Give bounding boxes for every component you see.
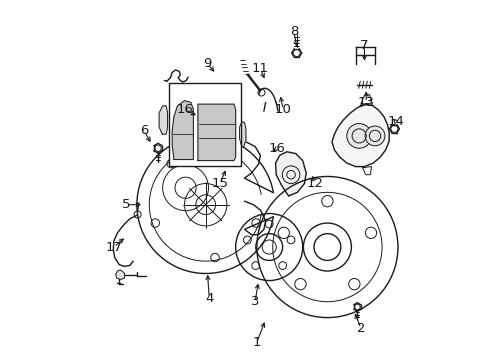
Text: 14: 14 [387,115,404,128]
Polygon shape [331,104,388,167]
Text: 4: 4 [204,292,213,305]
Text: 17: 17 [105,240,122,253]
Circle shape [346,123,371,148]
Circle shape [365,126,384,146]
Polygon shape [239,122,245,147]
Text: 16: 16 [268,142,285,155]
Polygon shape [198,104,235,161]
Bar [168,83,241,166]
Text: 15: 15 [211,177,228,190]
Text: 3: 3 [250,295,259,308]
Text: 1: 1 [252,336,261,349]
Polygon shape [172,100,193,159]
Text: 12: 12 [306,177,323,190]
Text: 7: 7 [360,40,368,53]
Text: 16: 16 [176,103,193,116]
Text: 8: 8 [289,25,298,38]
Text: 6: 6 [140,124,148,137]
Polygon shape [159,106,167,134]
Text: 11: 11 [251,62,268,75]
Text: 5: 5 [122,198,130,211]
Text: 13: 13 [357,96,374,109]
Text: 9: 9 [203,57,211,70]
Text: 2: 2 [356,322,365,335]
Polygon shape [275,152,305,196]
Text: 10: 10 [274,103,291,116]
Polygon shape [116,270,124,279]
